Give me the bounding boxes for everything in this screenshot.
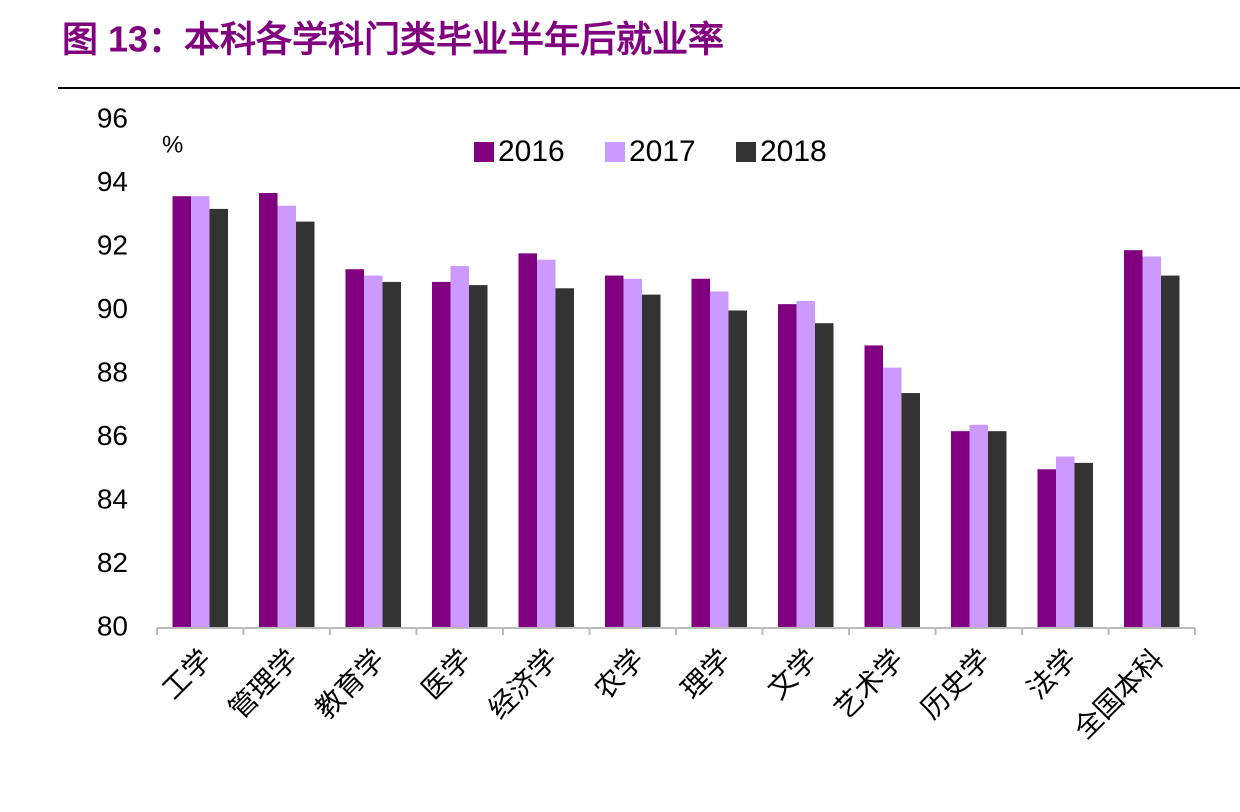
- x-tick-label: 工学: [156, 644, 218, 706]
- bar: [901, 393, 920, 628]
- legend-swatch: [474, 142, 494, 162]
- bar: [209, 208, 228, 628]
- bar: [691, 278, 710, 628]
- y-tick-label: 88: [97, 356, 128, 387]
- legend-swatch: [736, 142, 756, 162]
- legend-label: 2018: [760, 135, 827, 168]
- bar: [382, 281, 401, 628]
- bar: [1037, 469, 1056, 628]
- x-tick-label: 法学: [1021, 644, 1083, 706]
- bar: [864, 345, 883, 628]
- x-tick-label: 经济学: [482, 644, 563, 725]
- bar: [518, 253, 537, 628]
- legend-swatch: [605, 142, 625, 162]
- bar: [710, 291, 729, 628]
- bar: [778, 304, 797, 628]
- y-tick-label: 82: [97, 547, 128, 578]
- x-tick-label: 艺术学: [828, 644, 909, 725]
- bar: [815, 323, 834, 628]
- bar: [277, 205, 296, 628]
- bar: [469, 285, 488, 628]
- x-tick-label: 历史学: [915, 644, 996, 725]
- x-tick-label: 农学: [589, 644, 651, 706]
- y-tick-label: 94: [97, 166, 128, 197]
- x-tick-label: 医学: [416, 644, 478, 706]
- bar: [432, 281, 451, 628]
- y-tick-label: 92: [97, 229, 128, 260]
- bar: [537, 259, 556, 628]
- y-tick-label: 84: [97, 483, 128, 514]
- bar: [364, 275, 383, 628]
- bar: [296, 221, 315, 628]
- bar: [883, 367, 902, 628]
- bar: [728, 310, 747, 628]
- bar: [1124, 250, 1143, 629]
- bar: [1074, 462, 1093, 628]
- legend-label: 2017: [629, 135, 696, 168]
- x-tick-label: 教育学: [309, 644, 390, 725]
- y-axis-label: %: [162, 131, 183, 158]
- bar: [191, 196, 210, 628]
- bar: [969, 424, 988, 628]
- y-tick-label: 90: [97, 293, 128, 324]
- legend-label: 2016: [498, 135, 565, 168]
- bar: [796, 300, 815, 628]
- x-tick-label: 文学: [762, 644, 824, 706]
- x-tick-label: 管理学: [223, 644, 304, 725]
- bar: [605, 275, 624, 628]
- y-tick-label: 96: [97, 102, 128, 133]
- bar: [172, 196, 191, 628]
- x-tick-label: 全国本科: [1068, 644, 1169, 745]
- bar: [951, 431, 970, 628]
- bar: [345, 269, 364, 628]
- bar: [623, 278, 642, 628]
- bar: [1142, 256, 1161, 628]
- bar: [555, 288, 574, 628]
- bar: [988, 431, 1007, 628]
- bar: [450, 266, 469, 628]
- bar: [1161, 275, 1180, 628]
- bar: [1056, 456, 1075, 628]
- y-tick-label: 80: [97, 610, 128, 641]
- chart-title: 图 13：本科各学科门类毕业半年后就业率: [62, 19, 724, 60]
- y-tick-label: 86: [97, 420, 128, 451]
- bar: [642, 294, 661, 628]
- bar: [259, 193, 278, 628]
- x-tick-label: 理学: [675, 644, 737, 706]
